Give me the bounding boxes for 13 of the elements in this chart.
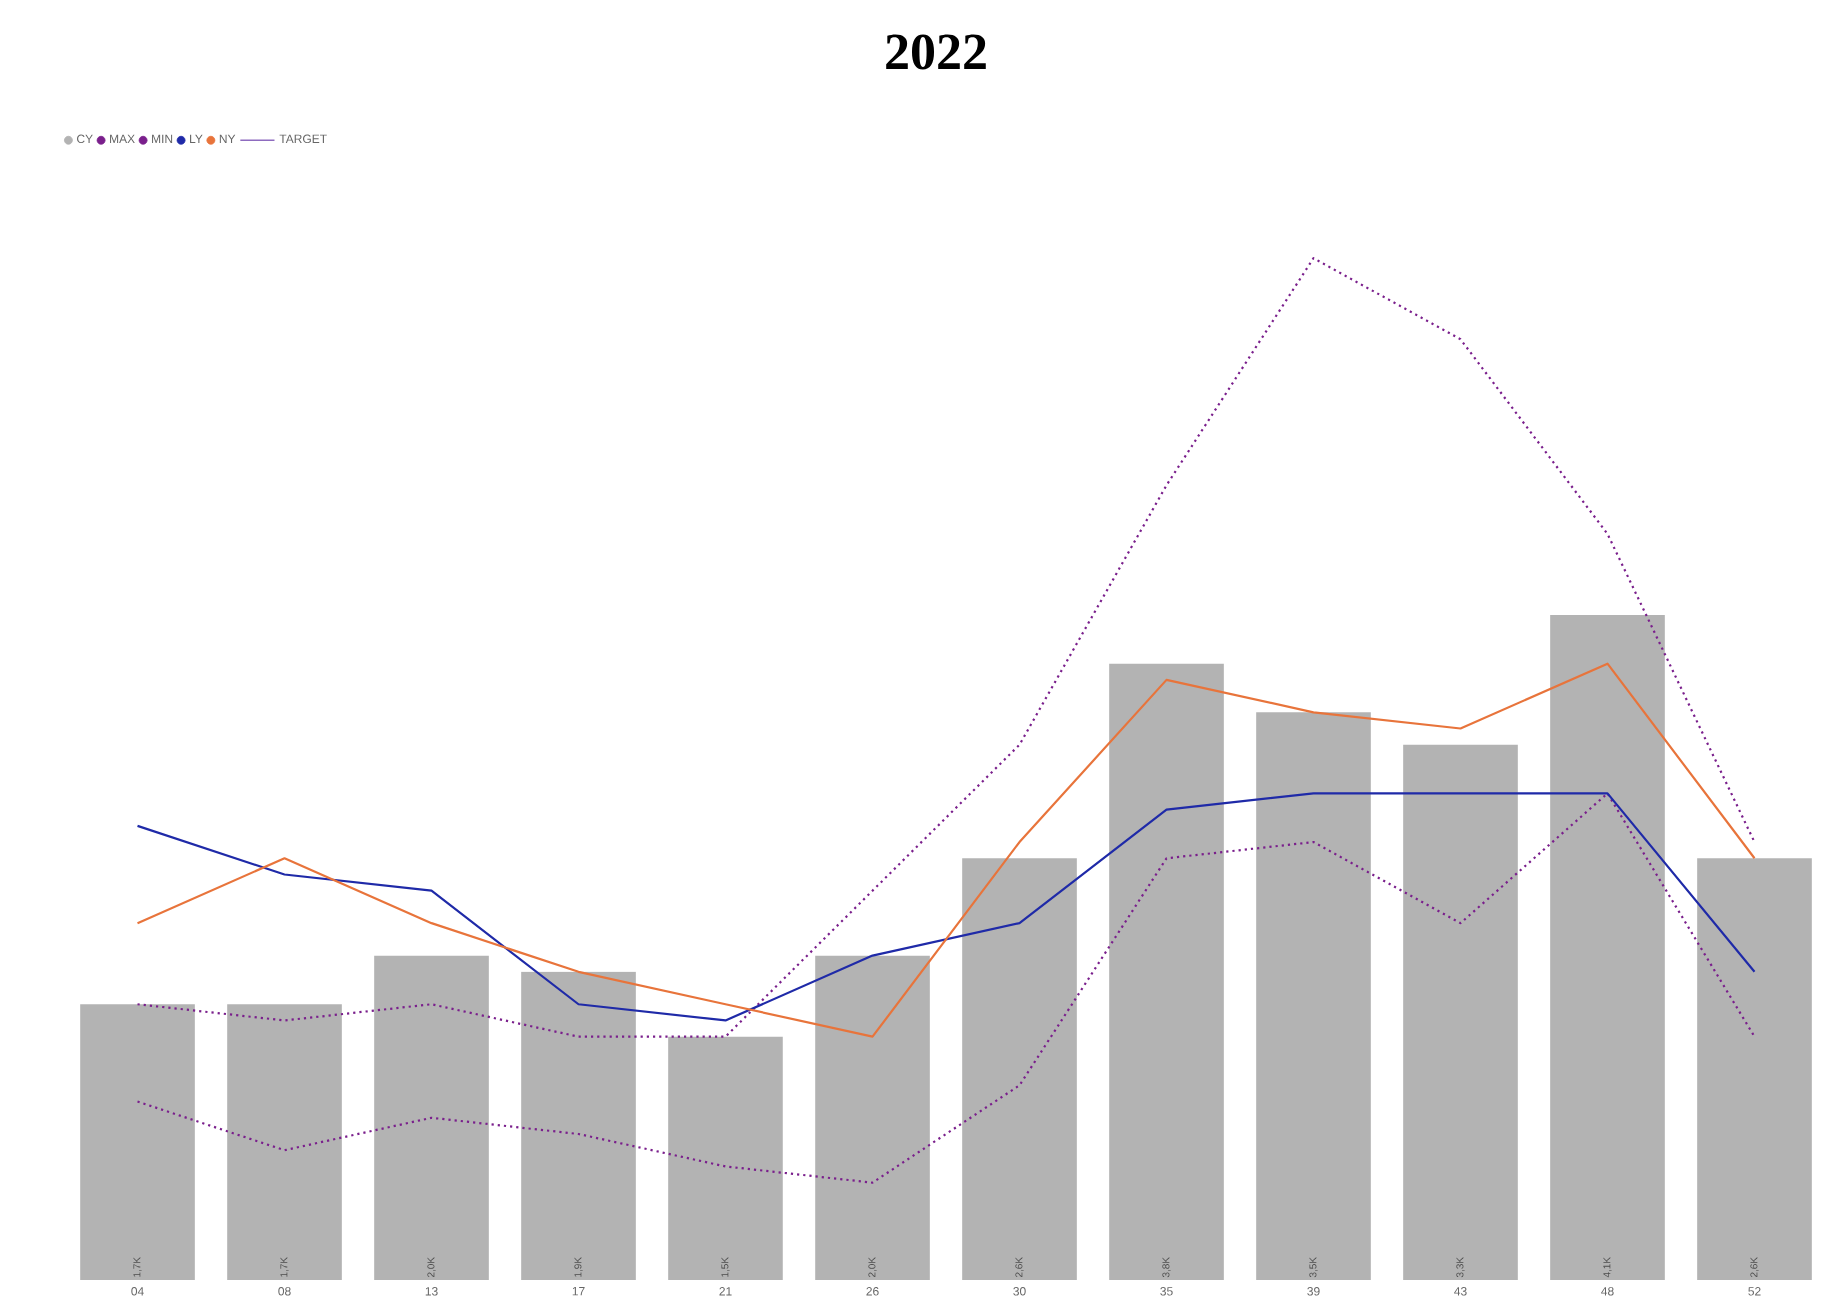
chart-title: 2022: [886, 34, 986, 70]
bar: [227, 1004, 342, 1280]
bar: [1256, 712, 1371, 1280]
bar: [1550, 614, 1665, 1280]
bar: [80, 1004, 195, 1280]
bar: [668, 1036, 783, 1280]
bar: [1109, 663, 1224, 1280]
bar: [962, 858, 1077, 1280]
bar: [1697, 858, 1812, 1280]
bar: [521, 971, 636, 1280]
bar: [1403, 744, 1518, 1280]
bar: [374, 955, 489, 1280]
bar: [815, 955, 930, 1280]
